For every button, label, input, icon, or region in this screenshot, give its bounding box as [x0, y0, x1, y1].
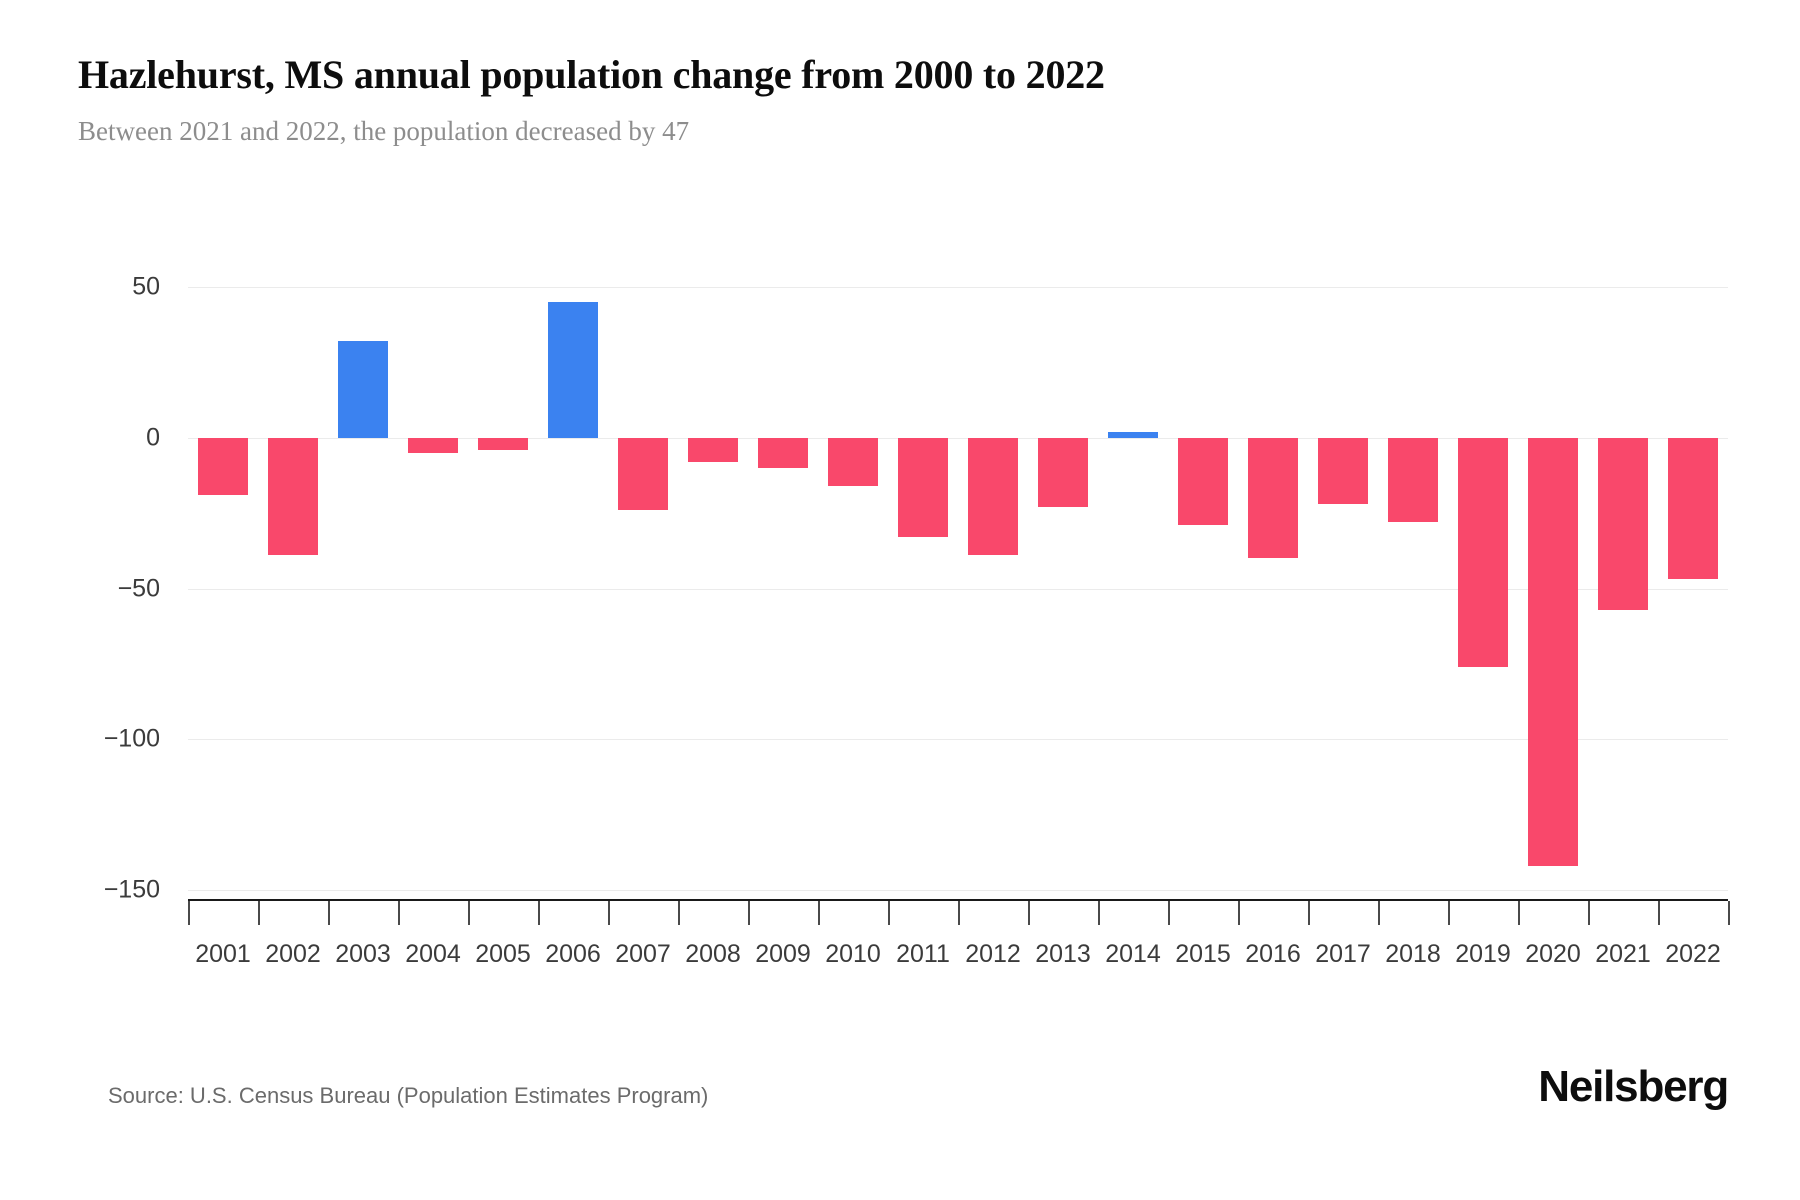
- bar-2005[interactable]: [477, 437, 529, 450]
- x-axis-tick-label-2005: 2005: [475, 940, 531, 968]
- gridline: [188, 890, 1728, 891]
- x-axis-tick-label-2014: 2014: [1105, 940, 1161, 968]
- x-axis-tick-label-2022: 2022: [1665, 940, 1721, 968]
- x-axis-tick: [748, 901, 750, 925]
- bar-2010[interactable]: [827, 437, 879, 486]
- x-axis-tick-label-2002: 2002: [265, 940, 321, 968]
- y-axis-tick-label: 50: [132, 272, 160, 301]
- x-axis-tick-label-2018: 2018: [1385, 940, 1441, 968]
- x-axis-tick-label-2021: 2021: [1595, 940, 1651, 968]
- bar-2001[interactable]: [197, 437, 249, 496]
- y-axis-tick-label: −100: [103, 724, 160, 753]
- x-axis-tick: [538, 901, 540, 925]
- x-axis-tick-label-2011: 2011: [896, 940, 950, 968]
- x-axis-tick-label-2010: 2010: [825, 940, 881, 968]
- bar-2022[interactable]: [1667, 437, 1719, 580]
- x-axis-tick-label-2016: 2016: [1245, 940, 1301, 968]
- gridline: [188, 739, 1728, 741]
- bar-2016[interactable]: [1247, 437, 1299, 559]
- x-axis-tick: [258, 901, 260, 925]
- x-axis-tick: [1168, 901, 1170, 925]
- x-axis-tick: [1448, 901, 1450, 925]
- x-axis-tick-label-2017: 2017: [1315, 940, 1371, 968]
- x-axis-tick-label-2009: 2009: [755, 940, 811, 968]
- bar-2017[interactable]: [1317, 437, 1369, 505]
- bar-2020[interactable]: [1527, 437, 1579, 866]
- x-axis-tick-label-2020: 2020: [1525, 940, 1581, 968]
- zero-gridline: [188, 437, 1728, 439]
- bar-2002[interactable]: [267, 437, 319, 556]
- chart-header: Hazlehurst, MS annual population change …: [78, 52, 1718, 147]
- x-axis-tick: [1028, 901, 1030, 925]
- x-axis-tick: [1658, 901, 1660, 925]
- gridline: [188, 588, 1728, 590]
- x-axis-tick-label-2015: 2015: [1175, 940, 1231, 968]
- x-axis-tick: [1378, 901, 1380, 925]
- x-axis-tick-label-2013: 2013: [1035, 940, 1091, 968]
- bar-2011[interactable]: [897, 437, 949, 538]
- bar-2003[interactable]: [337, 341, 389, 438]
- x-axis-tick: [818, 901, 820, 925]
- bar-2004[interactable]: [407, 437, 459, 453]
- x-axis-tick-label-2004: 2004: [405, 940, 461, 968]
- x-axis-tick-label-2007: 2007: [615, 940, 671, 968]
- x-axis-tick: [888, 901, 890, 925]
- bar-2021[interactable]: [1597, 437, 1649, 610]
- x-axis-tick: [398, 901, 400, 925]
- x-axis-tick: [468, 901, 470, 925]
- bar-2012[interactable]: [967, 437, 1019, 556]
- x-axis-tick: [1098, 901, 1100, 925]
- x-axis-tick: [1518, 901, 1520, 925]
- x-axis-tick: [1728, 901, 1730, 925]
- x-axis-tick: [188, 901, 190, 925]
- page-title: Hazlehurst, MS annual population change …: [78, 52, 1105, 97]
- x-axis-tick-label-2008: 2008: [685, 940, 741, 968]
- y-axis-tick-label: −150: [103, 875, 160, 904]
- bar-2014[interactable]: [1107, 431, 1159, 438]
- x-axis-tick: [608, 901, 610, 925]
- bar-2007[interactable]: [617, 437, 669, 511]
- bar-2008[interactable]: [687, 437, 739, 462]
- x-axis-tick-label-2003: 2003: [335, 940, 391, 968]
- bar-2006[interactable]: [547, 302, 599, 438]
- x-axis-tick-label-2019: 2019: [1455, 940, 1511, 968]
- bar-2009[interactable]: [757, 437, 809, 468]
- x-axis-tick-label-2012: 2012: [965, 940, 1021, 968]
- x-axis-tick: [678, 901, 680, 925]
- x-axis-tick: [1588, 901, 1590, 925]
- y-axis-tick-label: 0: [146, 423, 160, 452]
- x-axis-tick: [1308, 901, 1310, 925]
- bar-2019[interactable]: [1457, 437, 1509, 667]
- bar-2013[interactable]: [1037, 437, 1089, 508]
- chart-subtitle: Between 2021 and 2022, the population de…: [78, 116, 690, 146]
- x-axis-tick: [328, 901, 330, 925]
- bar-2018[interactable]: [1387, 437, 1439, 523]
- y-axis-tick-label: −50: [117, 574, 160, 602]
- gridline: [188, 287, 1728, 288]
- x-axis-tick-label-2001: 2001: [195, 940, 251, 968]
- bar-2015[interactable]: [1177, 437, 1229, 526]
- x-axis-line: [188, 899, 1728, 901]
- x-axis-tick: [958, 901, 960, 925]
- brand-logo: Neilsberg: [1538, 1062, 1729, 1111]
- x-axis-tick: [1238, 901, 1240, 925]
- x-axis-tick-label-2006: 2006: [545, 940, 601, 968]
- source-note: Source: U.S. Census Bureau (Population E…: [108, 1083, 709, 1108]
